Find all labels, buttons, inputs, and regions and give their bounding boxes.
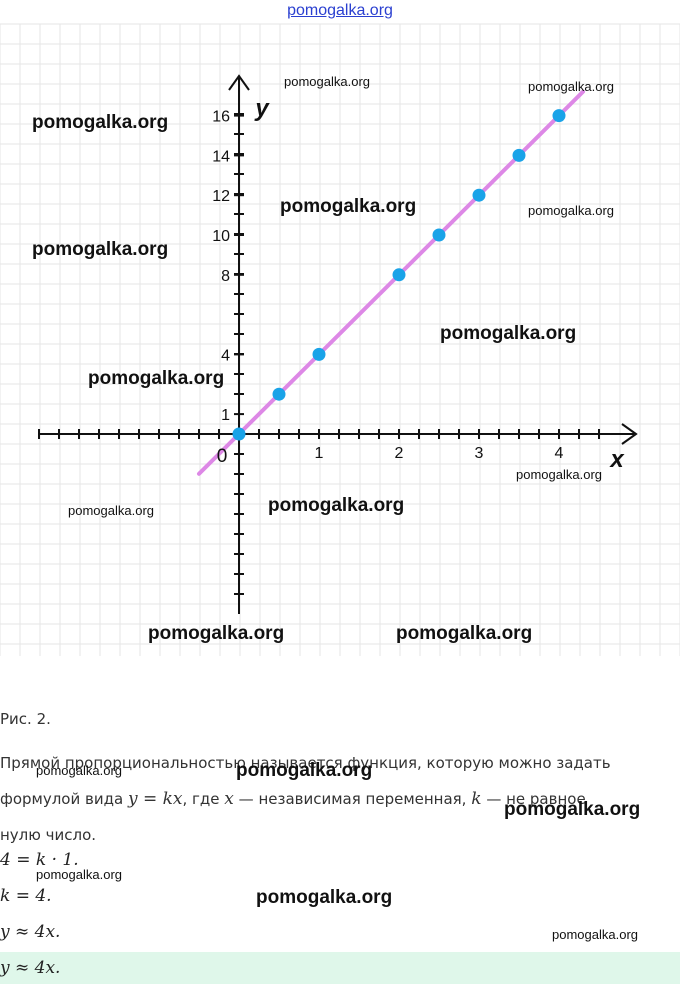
watermark: pomogalka.org [552, 927, 638, 942]
definition-line-2: формулой вида y = kx, где x — независима… [0, 781, 680, 817]
math-line-1: 4 = k · 1. [0, 850, 79, 870]
x-axis-label: x [608, 446, 625, 473]
data-point [392, 268, 406, 282]
watermark: pomogalka.org [256, 887, 393, 908]
watermark: pomogalka.org [236, 760, 373, 781]
watermark: pomogalka.org [268, 495, 405, 516]
watermark: pomogalka.org [396, 623, 533, 644]
watermark: pomogalka.org [440, 323, 577, 344]
x-tick-label: 2 [395, 445, 404, 462]
x-axis-arrow [621, 423, 638, 445]
data-point [552, 109, 566, 123]
watermark: pomogalka.org [516, 467, 602, 482]
x-tick-label: 3 [475, 445, 484, 462]
watermark: pomogalka.org [280, 196, 417, 217]
watermark: pomogalka.org [32, 239, 169, 260]
data-point [512, 148, 526, 162]
definition-paragraph: Прямой пропорциональностью называется фу… [0, 745, 680, 853]
watermark: pomogalka.org [528, 203, 614, 218]
math-line-3: y ≈ 4x. [0, 922, 61, 942]
y-tick-label: 10 [212, 228, 230, 245]
definition-text: формулой вида [0, 790, 124, 808]
y-tick-label: 1 [221, 407, 230, 424]
watermark: pomogalka.org [36, 867, 122, 882]
data-point [312, 347, 326, 361]
watermark: pomogalka.org [36, 763, 122, 778]
watermark: pomogalka.org [148, 623, 285, 644]
definition-text: — независимая переменная, [238, 790, 467, 808]
function-line [197, 89, 585, 476]
y-tick-label: 16 [212, 109, 230, 126]
y-tick-label: 12 [212, 188, 230, 205]
variable-k: k [471, 789, 482, 809]
variable-x: x [224, 789, 234, 809]
formula: y = kx [127, 789, 183, 809]
x-tick-label: 4 [555, 445, 564, 462]
y-axis-arrow [228, 74, 250, 91]
data-point [272, 387, 286, 401]
watermark: pomogalka.org [504, 799, 641, 820]
watermark: pomogalka.org [88, 368, 225, 389]
data-point [232, 427, 246, 441]
watermark: pomogalka.org [528, 79, 614, 94]
definition-line-3: нулю число. [0, 826, 97, 844]
site-link[interactable]: pomogalka.org [287, 2, 393, 19]
math-line-2: k = 4. [0, 886, 52, 906]
graph-axes [38, 74, 638, 614]
definition-text: , где [182, 790, 220, 808]
data-point [432, 228, 446, 242]
watermark: pomogalka.org [68, 503, 154, 518]
watermark: pomogalka.org [284, 74, 370, 89]
origin-label: 0 [217, 446, 228, 467]
y-tick-label: 4 [221, 347, 230, 364]
y-tick-label: 14 [212, 148, 230, 165]
graph-ticks [38, 113, 600, 595]
graph-series [197, 89, 585, 476]
definition-line-1: Прямой пропорциональностью называется фу… [0, 754, 611, 772]
data-point [472, 188, 486, 202]
graph-grid [0, 23, 680, 656]
definition-text: — не равное [486, 790, 586, 808]
math-line-answer: y ≈ 4x. [0, 952, 680, 984]
x-tick-label: 1 [315, 445, 324, 462]
figure-caption: Рис. 2. [0, 710, 51, 728]
y-tick-label: 8 [221, 268, 230, 285]
y-axis-label: y [254, 95, 270, 122]
watermark: pomogalka.org [32, 112, 169, 133]
